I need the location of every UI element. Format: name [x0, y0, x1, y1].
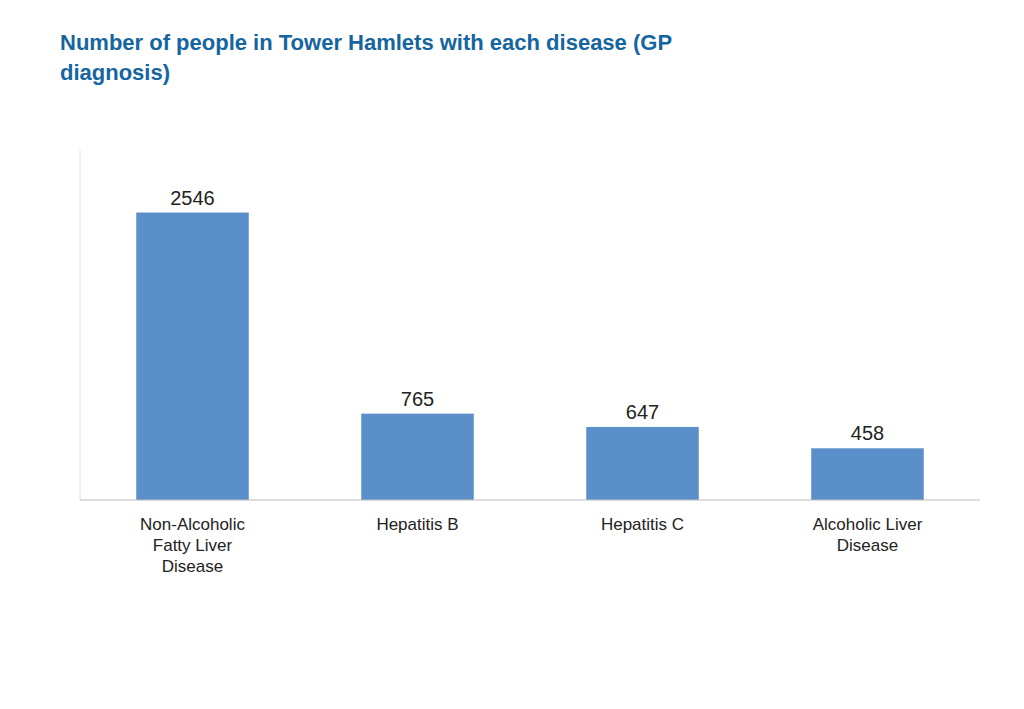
y-axis-line	[80, 150, 81, 500]
bar	[136, 213, 249, 500]
text-line: Number of people in Tower Hamlets with e…	[60, 30, 672, 55]
bar	[811, 448, 924, 500]
text-line: Hepatitis C	[601, 515, 684, 534]
text-line: diagnosis)	[60, 60, 170, 85]
text-line: Fatty Liver	[153, 536, 233, 555]
bar	[586, 427, 699, 500]
chart-container: Number of people in Tower Hamlets with e…	[0, 0, 1024, 709]
text-line: Disease	[162, 557, 223, 576]
data-label: 2546	[170, 187, 215, 209]
chart-svg: Number of people in Tower Hamlets with e…	[0, 0, 1024, 709]
text-line: Disease	[837, 536, 898, 555]
bars	[136, 213, 924, 500]
data-label: 458	[851, 422, 884, 444]
x-tick-label: Hepatitis B	[376, 515, 458, 534]
chart-title: Number of people in Tower Hamlets with e…	[60, 30, 672, 85]
x-axis-line	[80, 499, 980, 500]
x-tick-label: Alcoholic Liver Disease	[813, 515, 923, 555]
x-tick-label: Non-Alcoholic Fatty Liver Disease	[140, 515, 245, 576]
x-tick-label: Hepatitis C	[601, 515, 684, 534]
data-label: 647	[626, 401, 659, 423]
bar	[361, 414, 474, 500]
text-line: Hepatitis B	[376, 515, 458, 534]
data-label: 765	[401, 388, 434, 410]
text-line: Alcoholic Liver	[813, 515, 923, 534]
text-line: Non-Alcoholic	[140, 515, 245, 534]
